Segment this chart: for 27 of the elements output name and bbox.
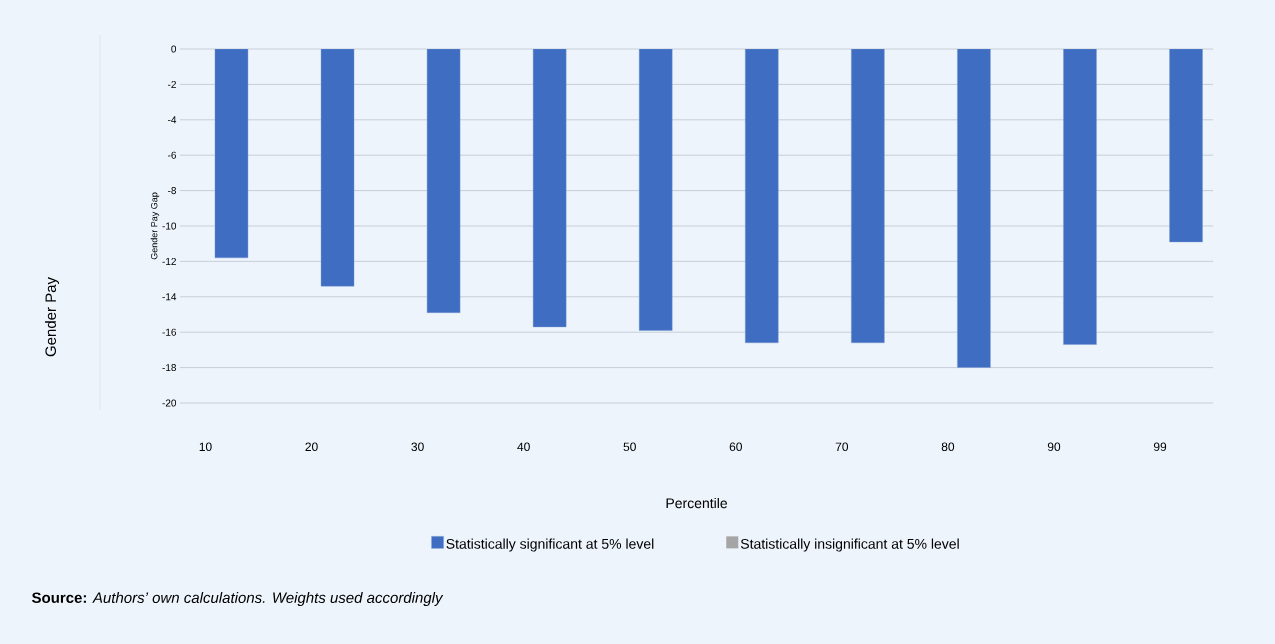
y-tick-label: -4: [168, 116, 177, 124]
y-tick-label: -18: [162, 364, 177, 372]
x-tick-label: 40: [517, 442, 530, 452]
x-axis-title: Percentile: [666, 497, 728, 509]
y-tick-label: -14: [162, 293, 177, 301]
text: Source: Authors’ own calculations. Weights used accordingly: [31, 591, 444, 606]
legend-label: Statistically significant at 5% level: [446, 538, 654, 552]
y-tick-label: 0: [171, 45, 177, 53]
x-tick-label: 20: [305, 442, 318, 452]
y-tick-label: -12: [162, 257, 176, 265]
x-tick-label: 50: [623, 442, 636, 452]
x-tick-label: 60: [729, 442, 742, 452]
x-tick-label: 30: [411, 442, 424, 452]
y-tick-label: -2: [168, 80, 176, 88]
x-tick-label: 70: [835, 442, 849, 452]
x-tick-label: 80: [941, 442, 955, 452]
x-tick-label: 10: [199, 442, 212, 452]
y-tick-label: -8: [168, 187, 177, 195]
x-tick-label: 90: [1047, 442, 1061, 452]
y-axis-title: Gender Pay Gap: [150, 192, 160, 260]
y-tick-label: -6: [168, 151, 177, 159]
legend-label: Statistically insignificant at 5% level: [740, 538, 959, 552]
y-tick-label: -20: [162, 399, 177, 407]
x-tick-label: 99: [1153, 442, 1167, 452]
text: Gender Pay: [45, 277, 59, 357]
y-tick-label: -16: [162, 328, 177, 336]
y-tick-label: -10: [162, 222, 177, 230]
